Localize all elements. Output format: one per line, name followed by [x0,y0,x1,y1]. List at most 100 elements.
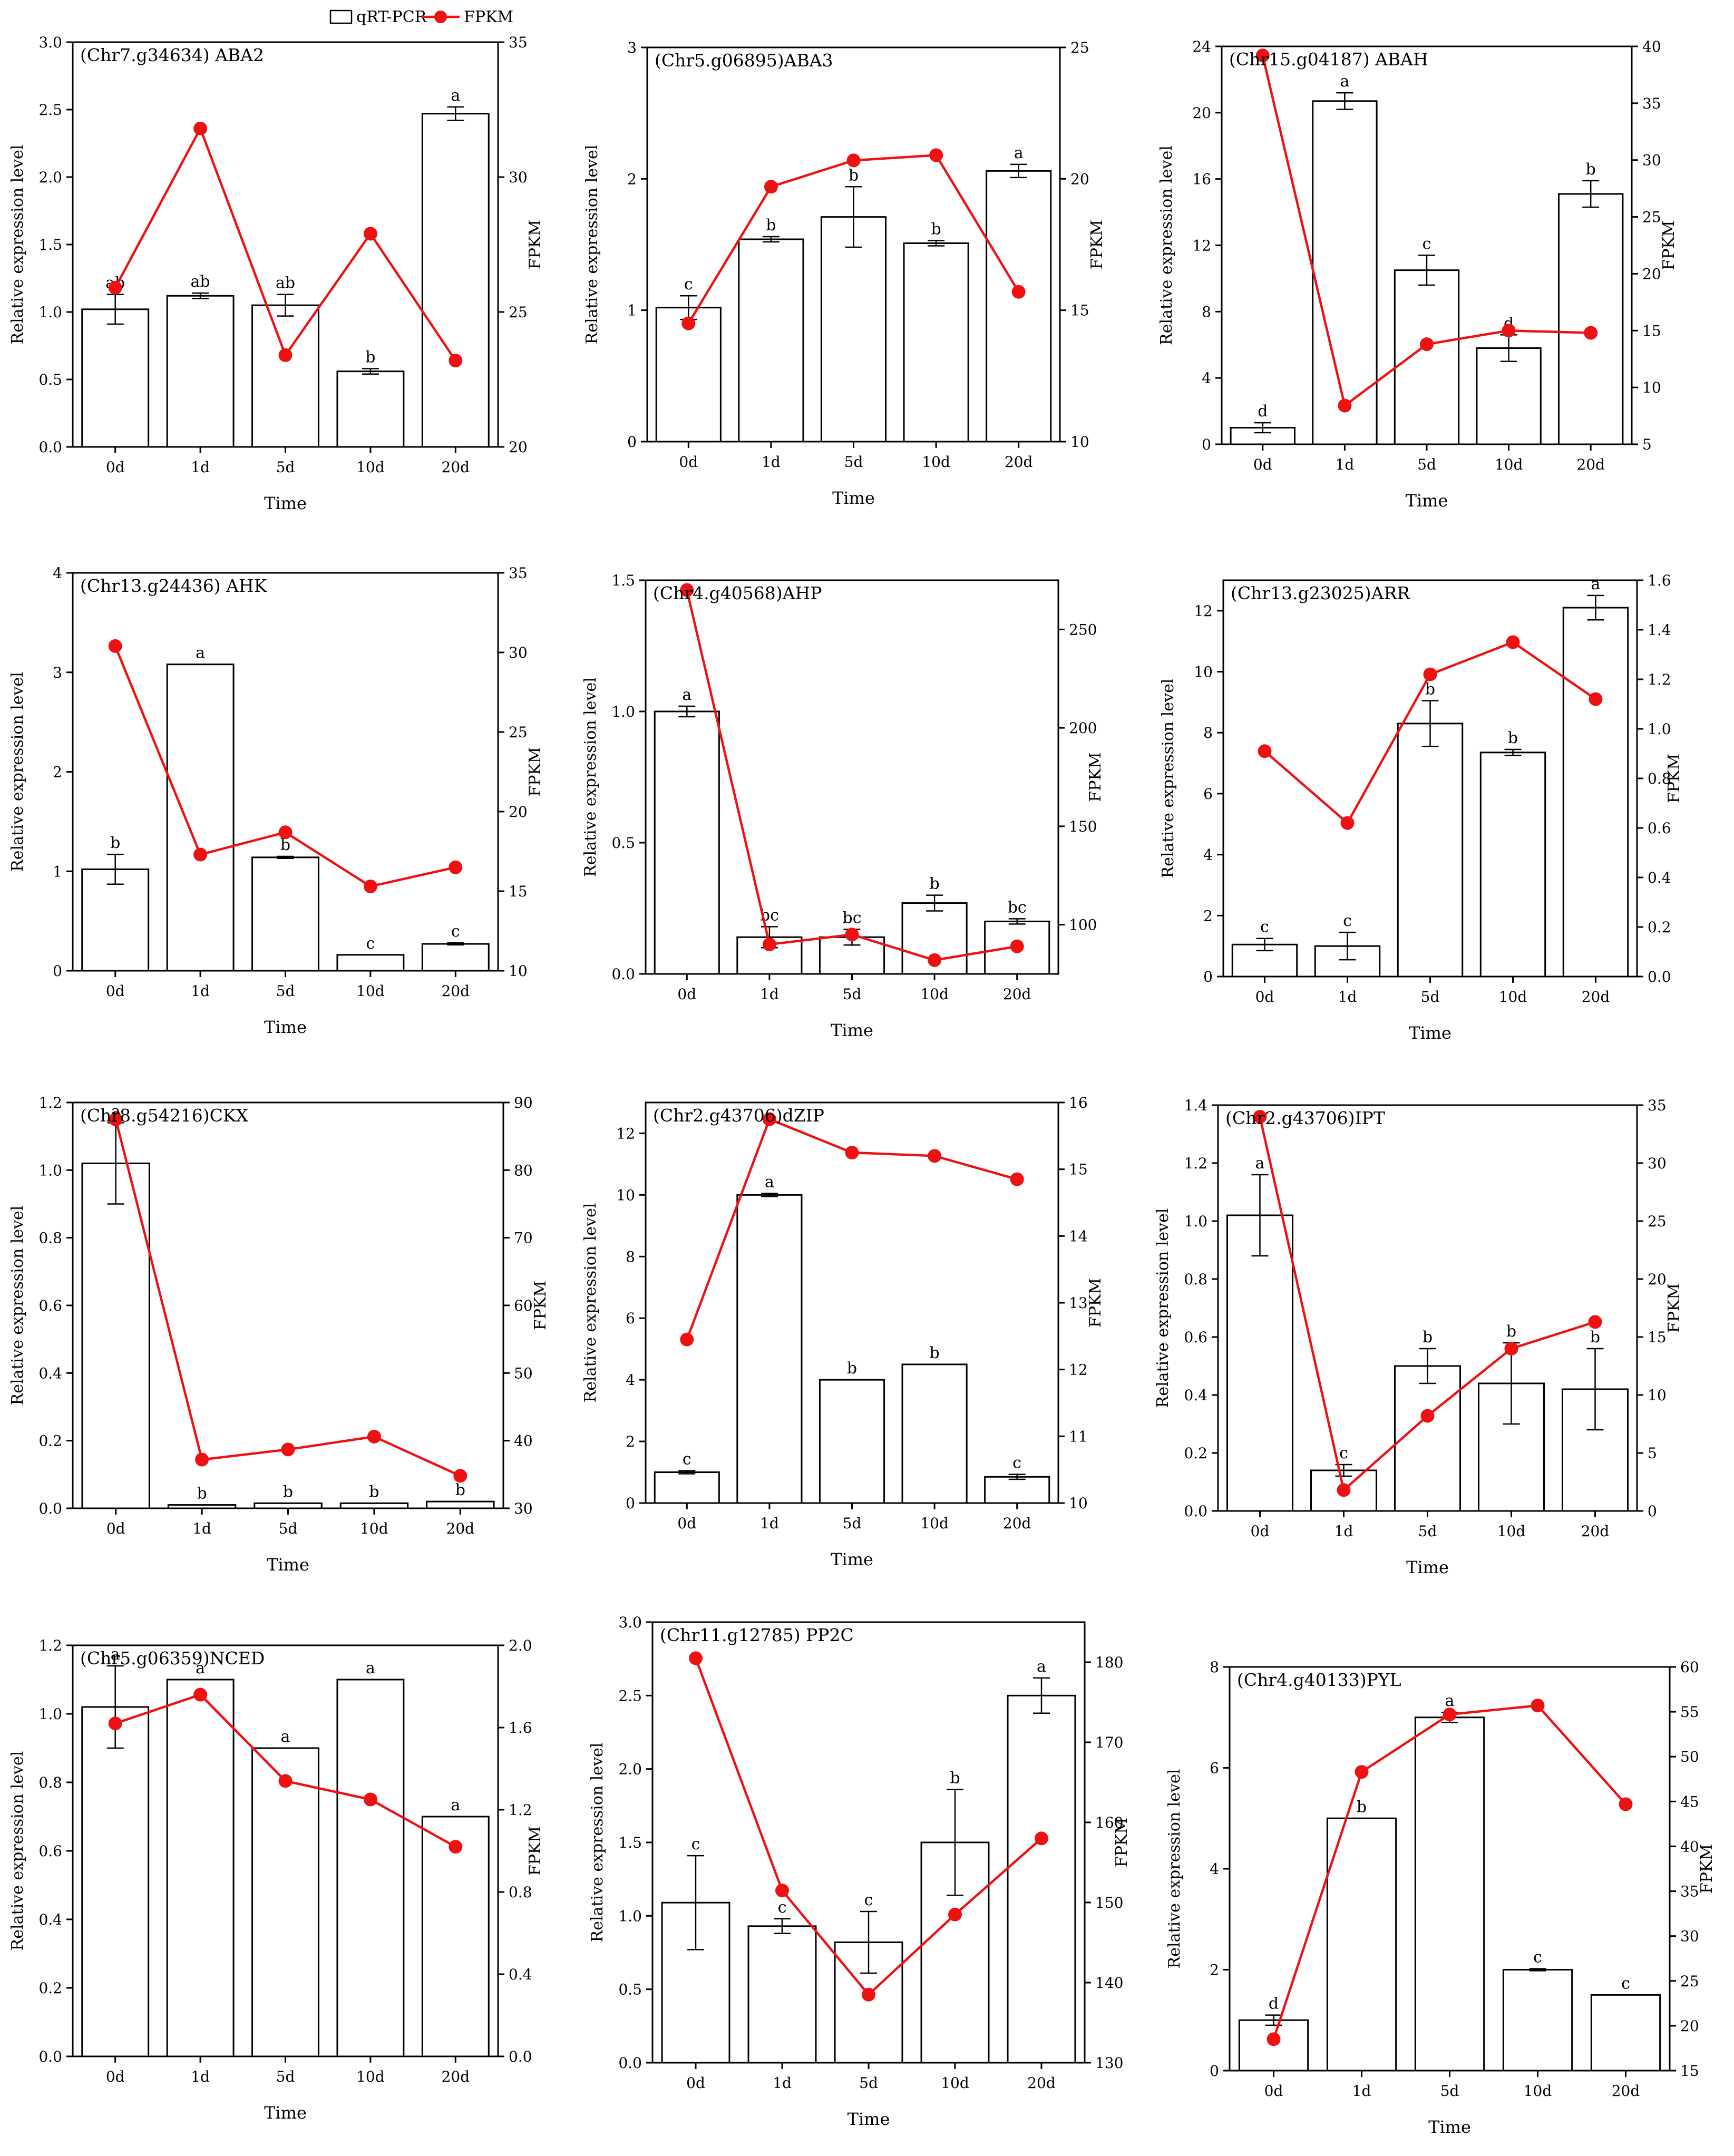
y-axis-label: Relative expression level [8,1206,27,1406]
fpkm-point-1d [193,121,208,135]
x-tick-label: 10d [1495,456,1523,473]
bar-1d [747,1925,817,2064]
y-tick-label: 0.6 [38,1297,62,1314]
significance-letter: b [766,216,776,235]
y2-tick-label: 40 [1642,38,1661,55]
y-tick-label: 0.2 [1184,1445,1207,1462]
significance-letter: ab [191,272,210,291]
fpkm-point-10d [929,148,943,162]
bar-5d [254,1502,323,1509]
bar-5d [820,216,887,443]
bar-20d [1007,1694,1076,2064]
y2-tick-label: 1.6 [509,1719,532,1736]
significance-letter: b [280,836,290,854]
y2-axis-label: FPKM [526,1826,544,1876]
fpkm-point-20d [1011,285,1026,299]
y-tick-label: 8 [1203,724,1213,742]
y-tick-label: 1.0 [1184,1213,1207,1230]
y2-tick-label: 30 [1648,1155,1667,1172]
y-tick-label: 0.6 [38,1842,62,1860]
x-tick-label: 1d [760,1515,779,1532]
chart-panel-11: 0.0 0.5 1.0 1.5 2.0 2.5 3.0 130 140 150 160 170 180 c… [588,1614,1131,2129]
legend-point-swatch [434,11,447,23]
chart-title: (Chr2.g43706)IPT [1225,1108,1385,1128]
y2-tick-label: 70 [514,1230,533,1247]
y2-tick-label: 10 [1642,379,1661,396]
significance-letter: a [682,686,691,704]
y2-tick-label: 30 [509,644,528,661]
x-tick-label: 1d [1334,1523,1353,1540]
y-axis-label: Relative expression level [1159,679,1177,879]
x-tick-label: 20d [1003,1515,1031,1532]
bar-20d [421,1816,490,2057]
significance-letter: a [451,1796,460,1814]
y-tick-label: 4 [1210,1860,1219,1878]
y-tick-label: 1.5 [618,1834,642,1851]
fpkm-point-5d [278,825,293,840]
y-tick-label: 2 [627,170,637,188]
fpkm-point-20d [1588,1315,1602,1329]
fpkm-point-1d [1338,398,1352,413]
fpkm-point-5d [278,348,293,362]
x-tick-label: 10d [360,1520,388,1537]
x-tick-label: 1d [191,982,210,1000]
y-tick-label: 1.2 [38,1637,62,1654]
y2-tick-label: 2.0 [509,1637,532,1654]
y2-tick-label: 15 [1070,302,1089,319]
y2-tick-label: 15 [1648,1329,1667,1346]
x-tick-label: 20d [442,982,470,1000]
bar-0d [654,710,720,975]
y-tick-label: 0 [1202,436,1211,453]
significance-letter: c [683,1450,691,1469]
fpkm-point-20d [1010,1172,1024,1186]
x-axis-label: Time [264,1017,307,1037]
y2-tick-label: 20 [1680,2017,1699,2035]
fpkm-point-1d [193,847,208,862]
chart-panel-3: 04812162024510152025303540d0da1dc5dd10db… [1157,38,1678,511]
fpkm-line [114,1119,461,1477]
y-axis-label: Relative expression level [1165,1769,1184,1969]
y-tick-label: 10 [616,1186,635,1204]
y-tick-label: 0.6 [1184,1329,1207,1346]
y2-axis-label: FPKM [1660,220,1678,270]
chart-panel-1: 0.00.51.01.52.02.53.020253035ab0dab1dab5… [8,8,544,513]
x-tick-label: 5d [843,1515,862,1532]
y-axis-label: Relative expression level [8,1751,27,1951]
significance-letter: a [366,1659,375,1677]
x-tick-label: 0d [1264,2082,1283,2100]
x-tick-label: 10d [356,458,385,476]
fpkm-point-1d [762,937,776,951]
significance-letter: a [1445,1692,1455,1710]
x-axis-label: Time [264,493,307,513]
significance-letter: ab [276,274,295,292]
fpkm-point-5d [1423,667,1437,681]
fpkm-point-0d [1253,1110,1267,1124]
y-tick-label: 12 [1192,237,1211,255]
y2-tick-label: 35 [1642,95,1661,112]
y2-tick-label: 25 [1642,209,1661,226]
chart-panel-10: 0.0 0.2 0.4 0.6 0.8 1.0 1.2 0.0 0.4 0.8 1.2 1.6 2.0 a… [8,1637,544,2123]
x-tick-label: 5d [276,2068,295,2085]
y2-tick-label: 0.8 [1648,770,1671,787]
fpkm-point-20d [449,1840,463,1854]
y2-tick-label: 170 [1095,1734,1123,1751]
chart-panel-5: 0.00.51.01.5100150200250a0dbc1dbc5db10db… [581,572,1105,1040]
y-tick-label: 0.8 [38,1230,62,1247]
y2-tick-label: 1.2 [509,1801,532,1819]
y2-axis-label: FPKM [1665,754,1683,803]
bar-1d [166,295,235,448]
x-tick-label: 20d [446,1520,475,1537]
bar-1d [167,1504,237,1509]
significance-letter: b [1506,1322,1516,1341]
fpkm-point-1d [764,180,778,194]
fpkm-point-0d [689,1651,703,1665]
y2-axis-label: FPKM [1088,220,1106,269]
y2-tick-label: 0.8 [509,1884,532,1901]
fpkm-point-20d [1619,1797,1633,1811]
significance-letter: d [1269,1995,1279,2013]
y-tick-label: 1 [627,302,637,319]
y2-axis-label: FPKM [531,1281,550,1330]
y-tick-label: 2 [53,764,62,781]
bar-20d [421,943,490,972]
y2-tick-label: 5 [1648,1445,1657,1462]
